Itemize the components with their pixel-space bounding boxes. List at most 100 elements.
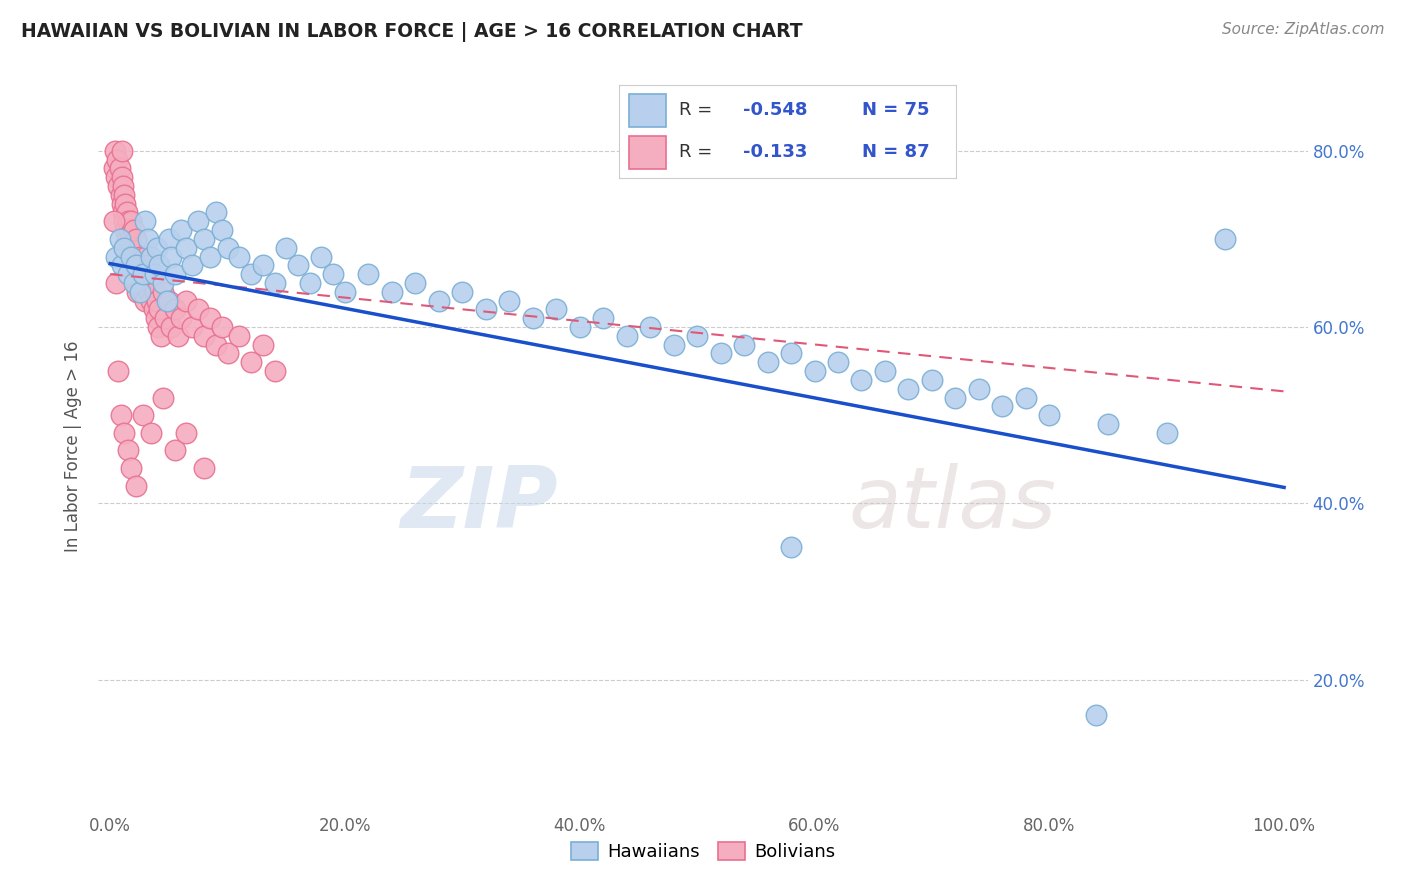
Point — [122, 223, 145, 237]
Point — [228, 250, 250, 264]
Point — [134, 214, 156, 228]
Point — [120, 258, 142, 272]
Point — [135, 276, 157, 290]
Point — [217, 346, 239, 360]
Point — [136, 232, 159, 246]
Point — [163, 302, 186, 317]
Point — [120, 214, 142, 228]
Point — [198, 311, 221, 326]
Point — [141, 250, 163, 264]
Point — [146, 293, 169, 308]
Point — [132, 267, 155, 281]
Point — [142, 302, 165, 317]
Point — [204, 205, 226, 219]
Point — [115, 232, 138, 246]
Point — [132, 285, 155, 299]
Point — [803, 364, 825, 378]
Point — [120, 232, 142, 246]
Point — [122, 276, 145, 290]
Point — [991, 400, 1014, 414]
Point — [157, 232, 180, 246]
Point — [638, 320, 661, 334]
Point — [131, 258, 153, 272]
Point — [108, 161, 131, 176]
Point — [143, 285, 166, 299]
Point — [263, 276, 285, 290]
Point — [160, 250, 183, 264]
Point — [146, 241, 169, 255]
Point — [546, 302, 568, 317]
FancyBboxPatch shape — [628, 95, 666, 127]
Point — [176, 241, 198, 255]
Point — [193, 461, 215, 475]
Point — [945, 391, 967, 405]
Point — [155, 293, 177, 308]
Point — [143, 267, 166, 281]
Point — [498, 293, 520, 308]
Point — [121, 241, 143, 255]
Point — [112, 241, 135, 255]
Point — [112, 205, 135, 219]
Point — [427, 293, 450, 308]
Point — [111, 170, 134, 185]
Point — [107, 364, 129, 378]
Point — [112, 425, 135, 440]
Point — [134, 267, 156, 281]
Point — [118, 250, 141, 264]
Point — [252, 258, 274, 272]
Point — [103, 214, 125, 228]
Point — [1038, 408, 1060, 422]
Point — [160, 320, 183, 334]
Point — [138, 285, 160, 299]
Point — [111, 196, 134, 211]
Point — [155, 311, 177, 326]
Point — [117, 241, 139, 255]
Point — [120, 250, 142, 264]
Point — [114, 196, 136, 211]
Text: atlas: atlas — [848, 463, 1056, 546]
Point — [129, 276, 152, 290]
Legend: Hawaiians, Bolivians: Hawaiians, Bolivians — [564, 835, 842, 869]
Point — [1085, 707, 1108, 722]
Text: -0.548: -0.548 — [744, 101, 808, 119]
Point — [127, 267, 149, 281]
Point — [103, 161, 125, 176]
Point — [111, 144, 134, 158]
Point — [298, 276, 321, 290]
Point — [451, 285, 474, 299]
Point — [105, 153, 128, 167]
Point — [125, 478, 148, 492]
Point — [134, 293, 156, 308]
Point — [198, 250, 221, 264]
Point — [1097, 417, 1119, 431]
Point — [124, 250, 146, 264]
Point — [204, 337, 226, 351]
Point — [592, 311, 614, 326]
Point — [193, 329, 215, 343]
Point — [616, 329, 638, 343]
Point — [141, 425, 163, 440]
Text: -0.133: -0.133 — [744, 144, 808, 161]
Point — [827, 355, 849, 369]
Point — [120, 461, 142, 475]
Text: ZIP: ZIP — [401, 463, 558, 546]
Point — [475, 302, 498, 317]
Text: HAWAIIAN VS BOLIVIAN IN LABOR FORCE | AGE > 16 CORRELATION CHART: HAWAIIAN VS BOLIVIAN IN LABOR FORCE | AG… — [21, 22, 803, 42]
Point — [169, 311, 191, 326]
Text: Source: ZipAtlas.com: Source: ZipAtlas.com — [1222, 22, 1385, 37]
Point — [187, 214, 209, 228]
Point — [240, 355, 263, 369]
Point — [107, 179, 129, 194]
Point — [311, 250, 333, 264]
Point — [1215, 232, 1237, 246]
Point — [157, 293, 180, 308]
Point — [176, 425, 198, 440]
Point — [127, 285, 149, 299]
Point — [125, 276, 148, 290]
Point — [333, 285, 356, 299]
Point — [148, 320, 170, 334]
Point — [357, 267, 380, 281]
Point — [897, 382, 920, 396]
Point — [141, 276, 163, 290]
Point — [211, 223, 233, 237]
